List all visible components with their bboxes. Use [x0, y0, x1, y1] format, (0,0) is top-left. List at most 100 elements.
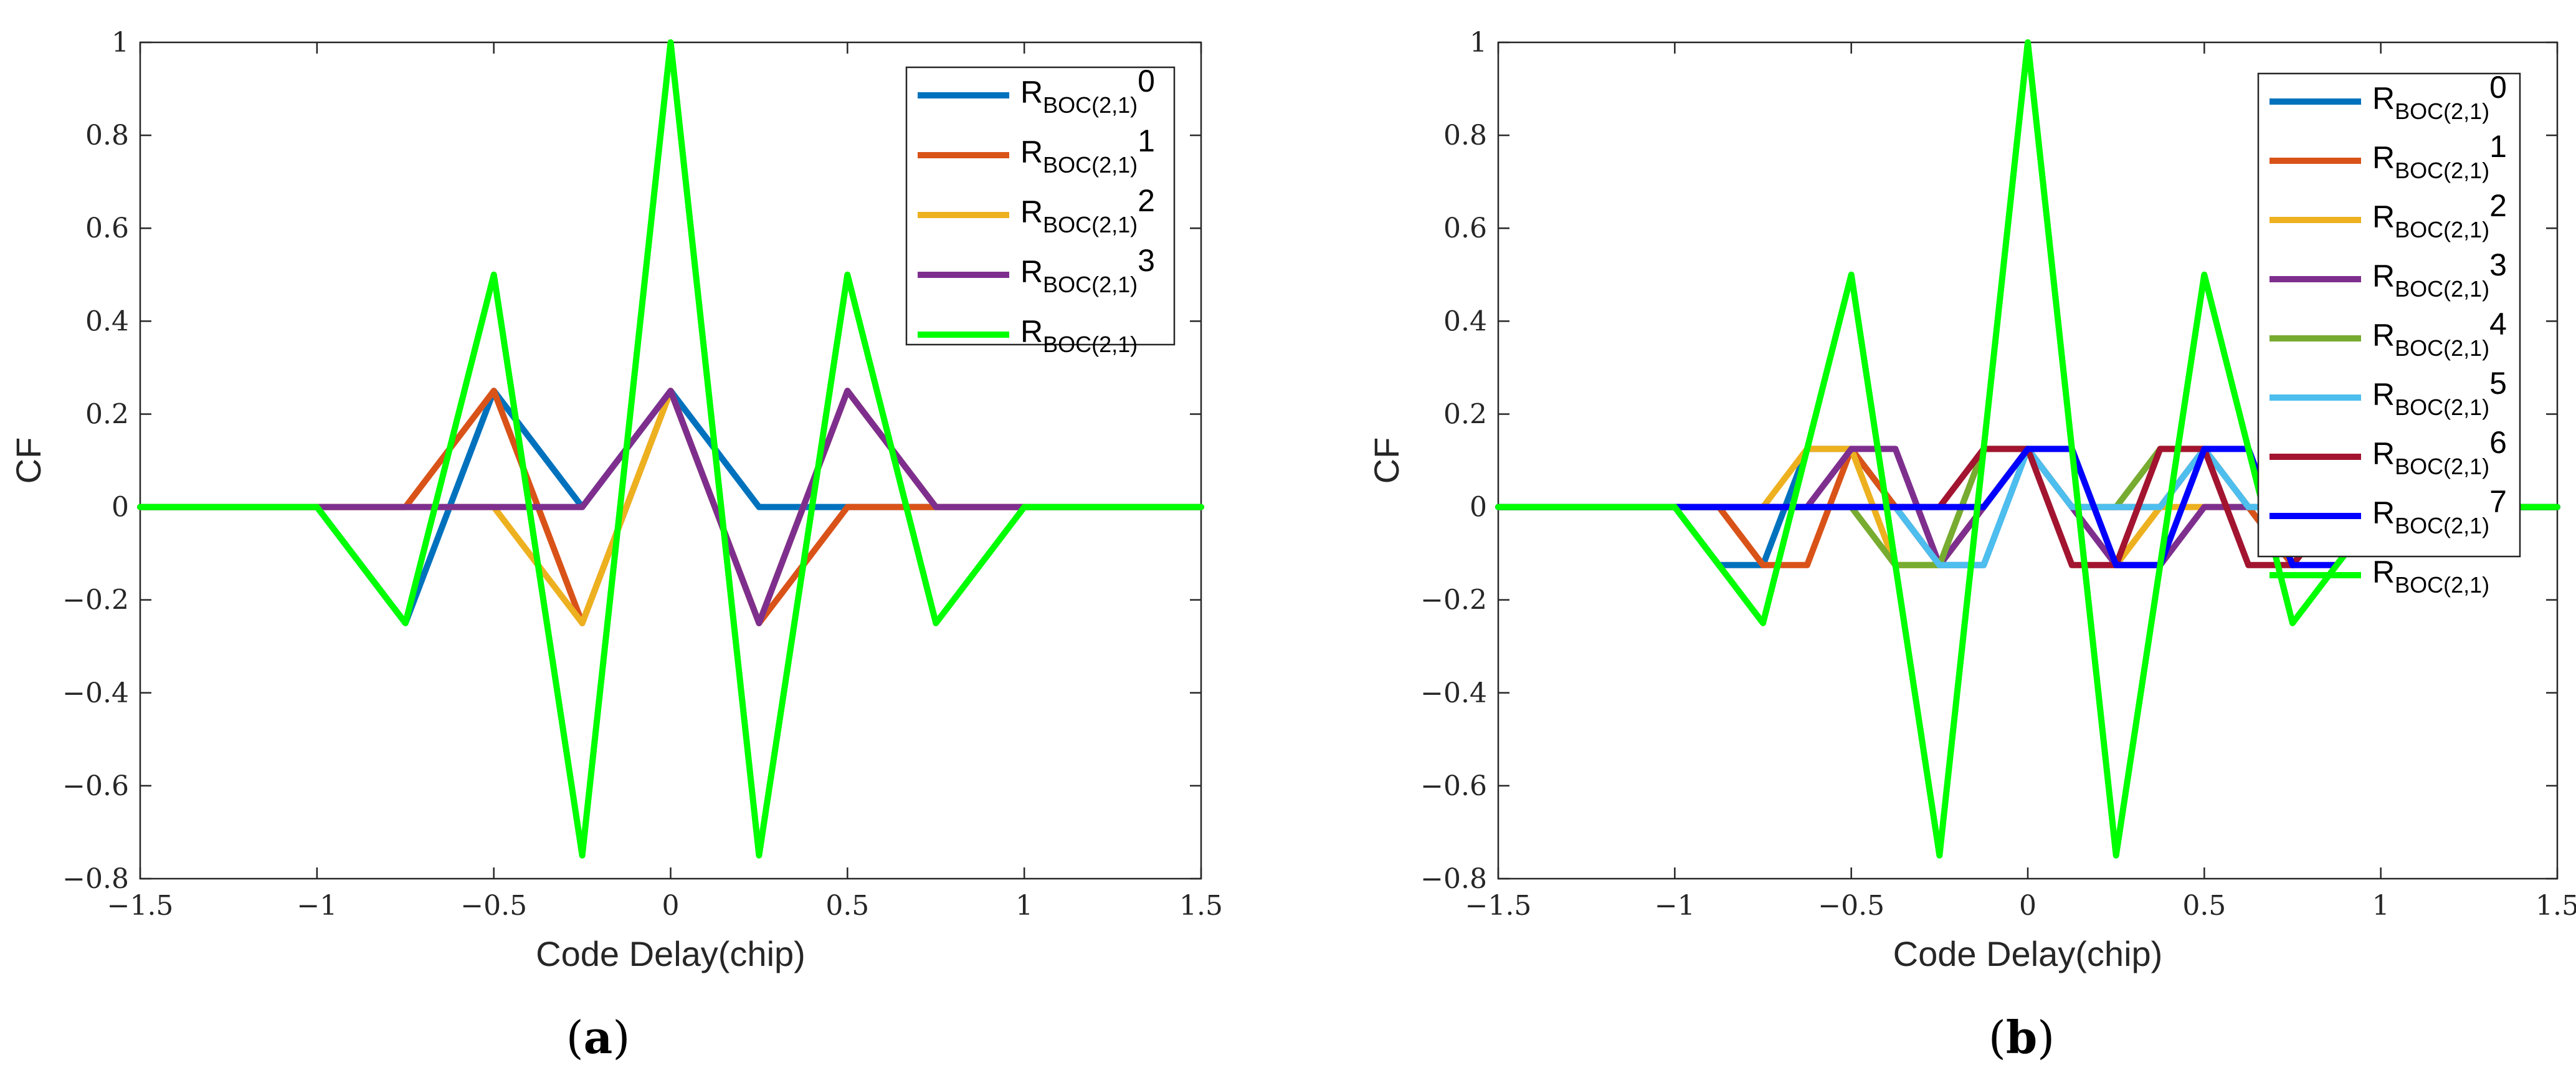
series-line-7: [1495, 446, 2560, 568]
x-tick-label: −0.5: [460, 890, 527, 922]
legend-label-main: R: [1020, 254, 1043, 289]
legend-label: RBOC(2,1)3: [1020, 243, 1155, 297]
y-tick-label: 0: [112, 492, 129, 523]
legend-label-main: R: [2372, 436, 2395, 471]
legend-label-sup: 2: [2489, 188, 2507, 223]
y-tick-label: −0.2: [1420, 585, 1487, 616]
x-tick-label: −0.5: [1818, 890, 1884, 922]
legend-label: RBOC(2,1)2: [2372, 188, 2507, 242]
legend-item: RBOC(2,1)7: [2269, 484, 2507, 538]
legend-item: RBOC(2,1)3: [918, 243, 1155, 297]
legend-label: RBOC(2,1)5: [2372, 366, 2507, 420]
legend-label-main: R: [2372, 555, 2395, 590]
legend-label-main: R: [1020, 314, 1043, 349]
y-tick-label: 0.4: [85, 305, 129, 337]
x-axis-label: Code Delay(chip): [536, 934, 806, 973]
legend-label-sup: 1: [1138, 123, 1155, 158]
x-tick-label: 0: [2019, 890, 2037, 922]
y-axis-label: CF: [1367, 437, 1406, 484]
x-tick-label: −1: [1655, 890, 1695, 922]
legend-item: RBOC(2,1)5: [2269, 366, 2507, 420]
legend-label-main: R: [2372, 495, 2395, 530]
y-tick-label: 0.2: [85, 398, 129, 430]
legend-item: RBOC(2,1): [918, 314, 1138, 357]
legend-label-main: R: [2372, 81, 2395, 116]
legend-label: RBOC(2,1)1: [2372, 129, 2507, 183]
legend-label-sup: 3: [2489, 247, 2507, 282]
legend-box: [2257, 72, 2521, 558]
y-tick-label: 0.8: [85, 120, 129, 151]
y-tick-label: 0.2: [1443, 398, 1487, 430]
y-tick-label: 0.6: [85, 213, 129, 244]
legend-item: RBOC(2,1)2: [918, 183, 1155, 237]
legend-label-sub: BOC(2,1): [2395, 98, 2489, 124]
legend-label-main: R: [2372, 199, 2395, 234]
legend-label-sub: BOC(2,1): [2395, 335, 2489, 361]
legend-label: RBOC(2,1): [1020, 314, 1138, 357]
legend: RBOC(2,1)0RBOC(2,1)1RBOC(2,1)2RBOC(2,1)3…: [905, 64, 1176, 357]
y-tick-label: −0.4: [62, 677, 129, 709]
legend-label-main: R: [1020, 75, 1043, 110]
legend-label-sub: BOC(2,1): [2395, 276, 2489, 302]
legend-item: RBOC(2,1)4: [2269, 307, 2507, 361]
legend-label-sub: BOC(2,1): [2395, 158, 2489, 183]
legend-label: RBOC(2,1)2: [1020, 183, 1155, 237]
x-tick-label: 1.5: [2536, 890, 2576, 922]
series-line-total: [137, 39, 1204, 859]
x-tick-label: −1.5: [107, 890, 174, 922]
legend-item: RBOC(2,1)1: [2269, 129, 2507, 183]
legend-label-sub: BOC(2,1): [2395, 513, 2489, 538]
legend-box: [905, 66, 1176, 346]
y-tick-label: −0.6: [62, 770, 129, 802]
legend-label-main: R: [1020, 135, 1043, 170]
legend-item: RBOC(2,1)3: [2269, 247, 2507, 302]
legend-item: RBOC(2,1)6: [2269, 425, 2507, 479]
legend-label-sup: 3: [1138, 243, 1155, 278]
y-tick-label: 0: [1470, 492, 1487, 523]
panel-label: (a): [566, 1011, 630, 1064]
legend-item: RBOC(2,1)1: [918, 123, 1155, 178]
y-tick-label: −0.2: [62, 585, 129, 616]
legend-item: RBOC(2,1): [2269, 555, 2489, 598]
legend-label-sup: 5: [2489, 366, 2507, 401]
legend-label-sub: BOC(2,1): [2395, 217, 2489, 242]
legend-label-sub: BOC(2,1): [1043, 92, 1138, 118]
legend-label-sup: 6: [2489, 425, 2507, 460]
y-tick-label: −0.6: [1420, 770, 1487, 802]
legend-label-main: R: [2372, 318, 2395, 353]
legend-label-main: R: [2372, 377, 2395, 412]
legend-label: RBOC(2,1)3: [2372, 247, 2507, 302]
series-line-total: [1495, 39, 2560, 859]
panel-label: (b): [1989, 1011, 2055, 1064]
legend-label-main: R: [1020, 194, 1043, 229]
chart-panel-a: −1.5 −1 −0.5 0 0.5 1 1.5 −0.8 −0.6 −0.4 −0.2 0 0.2 0.…: [9, 27, 1223, 1064]
legend-label: RBOC(2,1)0: [2372, 70, 2507, 124]
legend-item: RBOC(2,1)0: [918, 64, 1155, 118]
legend-label: RBOC(2,1): [2372, 555, 2489, 598]
legend-label: RBOC(2,1)0: [1020, 64, 1155, 118]
legend-label-sub: BOC(2,1): [2395, 454, 2489, 479]
legend-label: RBOC(2,1)4: [2372, 307, 2507, 361]
x-tick-label: 1: [2372, 890, 2390, 922]
legend-label-sup: 1: [2489, 129, 2507, 164]
legend-label-sub: BOC(2,1): [1043, 332, 1138, 357]
legend-label-sub: BOC(2,1): [2395, 572, 2489, 598]
legend-item: RBOC(2,1)2: [2269, 188, 2507, 242]
legend-label-sup: 0: [1138, 64, 1155, 98]
y-tick-label: 1: [1470, 27, 1487, 59]
y-tick-label: 0.6: [1443, 213, 1487, 244]
legend-label-sup: 4: [2489, 307, 2507, 341]
legend-label-sup: 7: [2489, 484, 2507, 519]
x-tick-label: −1: [297, 890, 337, 922]
series-line-3: [137, 388, 1204, 626]
y-tick-label: −0.8: [62, 863, 129, 895]
legend-label-sup: 2: [1138, 183, 1155, 218]
y-tick-label: −0.4: [1420, 677, 1487, 709]
y-axis-label: CF: [9, 437, 48, 484]
legend-label-sup: 0: [2489, 70, 2507, 105]
x-tick-label: 0.5: [825, 890, 869, 922]
x-tick-label: 1.5: [1179, 890, 1223, 922]
legend-label-sub: BOC(2,1): [2395, 394, 2489, 420]
x-tick-label: 0: [662, 890, 680, 922]
